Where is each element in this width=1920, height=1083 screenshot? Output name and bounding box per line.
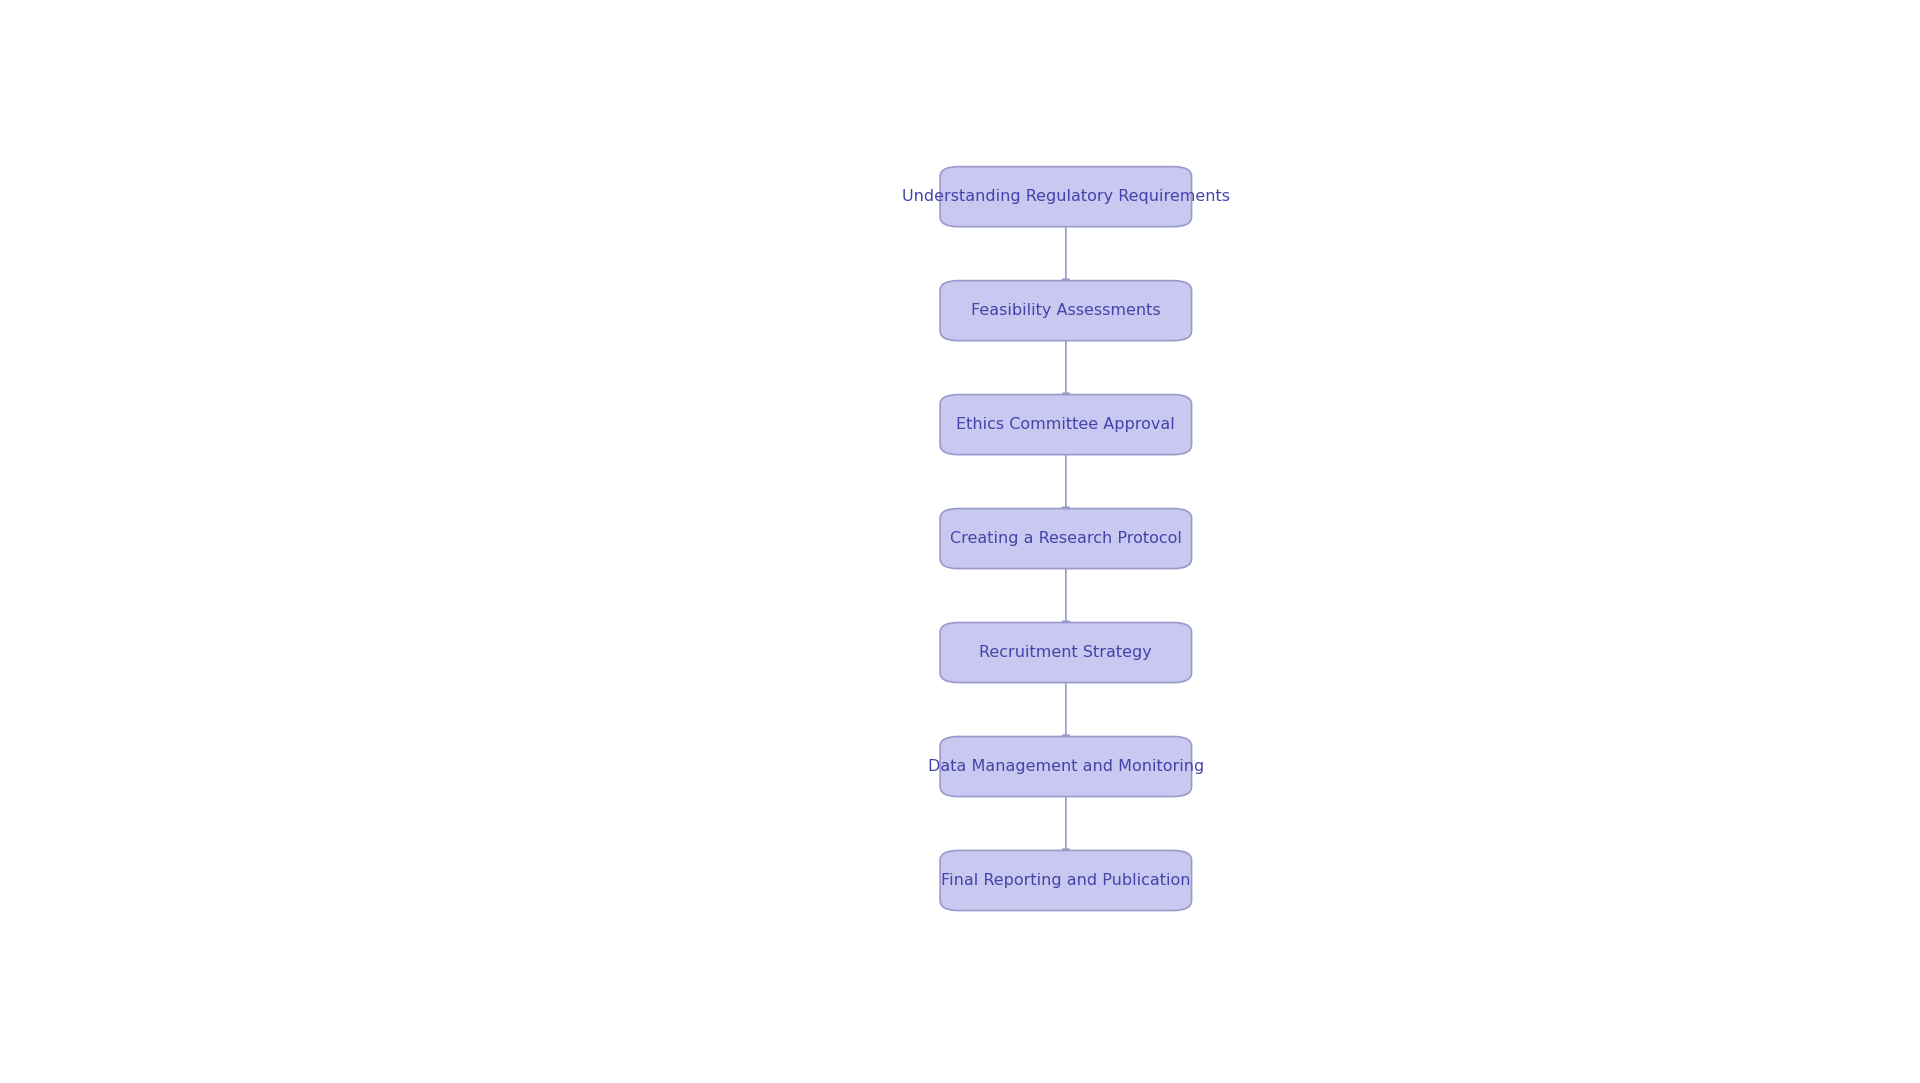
Text: Ethics Committee Approval: Ethics Committee Approval: [956, 417, 1175, 432]
FancyBboxPatch shape: [941, 509, 1192, 569]
Text: Final Reporting and Publication: Final Reporting and Publication: [941, 873, 1190, 888]
FancyBboxPatch shape: [941, 736, 1192, 796]
Text: Understanding Regulatory Requirements: Understanding Regulatory Requirements: [902, 190, 1231, 205]
Text: Feasibility Assessments: Feasibility Assessments: [972, 303, 1162, 318]
Text: Data Management and Monitoring: Data Management and Monitoring: [927, 759, 1204, 774]
FancyBboxPatch shape: [941, 850, 1192, 911]
FancyBboxPatch shape: [941, 394, 1192, 455]
FancyBboxPatch shape: [941, 167, 1192, 226]
FancyBboxPatch shape: [941, 280, 1192, 341]
Text: Recruitment Strategy: Recruitment Strategy: [979, 645, 1152, 660]
Text: Creating a Research Protocol: Creating a Research Protocol: [950, 531, 1183, 546]
FancyBboxPatch shape: [941, 623, 1192, 682]
